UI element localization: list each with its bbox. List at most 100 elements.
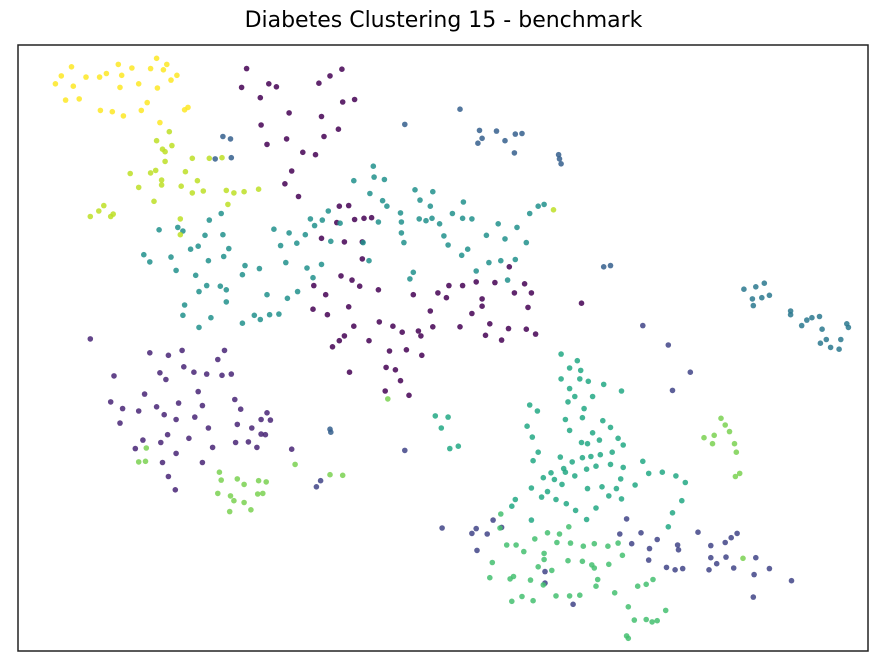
data-point [528, 517, 535, 523]
data-point [638, 530, 644, 536]
data-point [58, 73, 65, 79]
data-point [505, 325, 512, 332]
data-point [600, 417, 606, 424]
data-point [572, 393, 578, 400]
data-point [271, 226, 277, 232]
data-point [220, 133, 226, 140]
data-point [593, 463, 599, 470]
data-point [589, 562, 595, 568]
data-point [220, 253, 227, 260]
data-point [493, 128, 500, 134]
data-point [173, 267, 179, 274]
data-point [819, 326, 825, 333]
data-point [469, 310, 475, 317]
data-point [521, 548, 527, 555]
data-point [218, 477, 224, 483]
data-point [817, 340, 824, 347]
data-point [566, 427, 573, 434]
data-point [526, 402, 533, 408]
data-point [572, 473, 578, 479]
data-point [675, 547, 682, 553]
data-point [473, 525, 480, 532]
data-point [375, 287, 382, 293]
data-point [376, 319, 383, 325]
data-point [97, 107, 104, 114]
data-point [572, 507, 579, 514]
data-point [555, 151, 562, 158]
data-point [239, 320, 246, 327]
data-point [181, 364, 187, 370]
data-point [336, 337, 343, 344]
data-point [239, 271, 246, 278]
data-point [514, 224, 520, 231]
data-point [205, 425, 212, 431]
data-point [615, 435, 621, 442]
data-point [165, 473, 172, 480]
data-point [351, 323, 357, 330]
data-point [759, 294, 765, 301]
data-point [623, 516, 630, 522]
data-point [709, 440, 716, 447]
data-point [234, 476, 241, 482]
data-point [375, 219, 382, 225]
data-point [415, 328, 422, 334]
data-point [726, 428, 733, 435]
data-point [672, 567, 678, 573]
data-point [446, 282, 452, 289]
data-point [181, 107, 188, 113]
data-point [311, 282, 317, 289]
data-point [438, 425, 445, 431]
data-point [158, 182, 165, 188]
data-point [169, 142, 175, 149]
data-point [583, 516, 590, 523]
data-point [203, 282, 210, 289]
data-point [256, 265, 263, 272]
data-point [722, 422, 728, 428]
data-point [558, 376, 564, 382]
data-point [476, 127, 483, 134]
data-point [585, 378, 592, 385]
data-point [701, 434, 707, 441]
data-point [118, 72, 125, 79]
data-point [324, 311, 331, 318]
data-point [527, 577, 534, 583]
data-point [507, 576, 513, 582]
data-point [416, 216, 423, 222]
data-point [87, 213, 94, 220]
data-point [390, 323, 396, 330]
data-point [180, 312, 186, 319]
data-point [158, 439, 164, 446]
data-point [368, 214, 375, 221]
data-point [823, 336, 830, 343]
data-point [87, 336, 94, 342]
data-point [328, 429, 334, 436]
data-point [460, 199, 467, 205]
data-point [607, 424, 614, 431]
data-point [566, 524, 572, 530]
data-point [226, 245, 232, 252]
data-point [383, 364, 389, 371]
data-point [459, 215, 466, 222]
data-point [217, 283, 224, 290]
data-point [266, 81, 272, 87]
data-point [208, 314, 214, 321]
data-point [317, 477, 324, 484]
data-point [439, 525, 445, 531]
data-point [605, 543, 611, 549]
data-point [107, 213, 114, 220]
data-point [264, 141, 270, 148]
data-point [173, 416, 179, 423]
data-point [687, 369, 694, 376]
data-point [646, 545, 653, 552]
data-point [260, 490, 266, 497]
data-point [750, 594, 757, 600]
data-point [172, 487, 179, 493]
data-point [749, 296, 756, 302]
data-point [282, 181, 288, 187]
data-point [191, 369, 197, 376]
data-point [654, 617, 660, 624]
data-point [205, 257, 212, 264]
data-point [103, 70, 110, 77]
data-point [135, 408, 142, 414]
data-point [154, 85, 161, 91]
